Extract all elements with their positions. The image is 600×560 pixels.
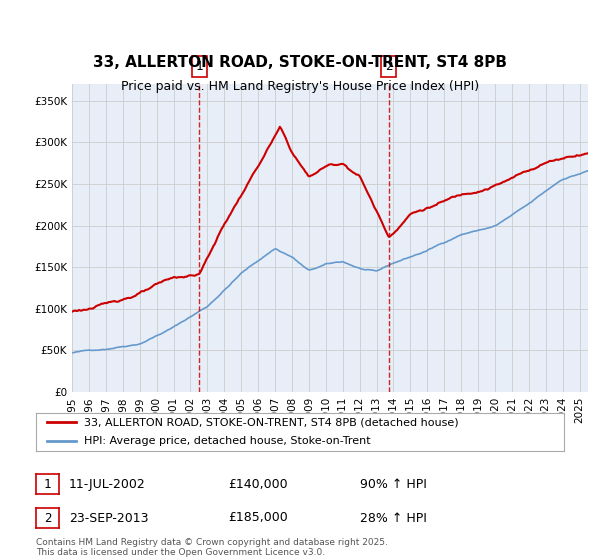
Text: 23-SEP-2013: 23-SEP-2013 [69,511,149,525]
Text: 1: 1 [44,478,51,491]
Text: 2: 2 [385,60,392,73]
Text: 33, ALLERTON ROAD, STOKE-ON-TRENT, ST4 8PB: 33, ALLERTON ROAD, STOKE-ON-TRENT, ST4 8… [93,55,507,70]
Text: 33, ALLERTON ROAD, STOKE-ON-TRENT, ST4 8PB (detached house): 33, ALLERTON ROAD, STOKE-ON-TRENT, ST4 8… [83,417,458,427]
Text: £140,000: £140,000 [228,478,287,491]
Text: 1: 1 [196,60,203,73]
Text: £185,000: £185,000 [228,511,288,525]
Text: Contains HM Land Registry data © Crown copyright and database right 2025.
This d: Contains HM Land Registry data © Crown c… [36,538,388,557]
Text: HPI: Average price, detached house, Stoke-on-Trent: HPI: Average price, detached house, Stok… [83,436,370,446]
Text: Price paid vs. HM Land Registry's House Price Index (HPI): Price paid vs. HM Land Registry's House … [121,80,479,92]
Text: 2: 2 [44,511,51,525]
Text: 28% ↑ HPI: 28% ↑ HPI [360,511,427,525]
Text: 90% ↑ HPI: 90% ↑ HPI [360,478,427,491]
Text: 11-JUL-2002: 11-JUL-2002 [69,478,146,491]
